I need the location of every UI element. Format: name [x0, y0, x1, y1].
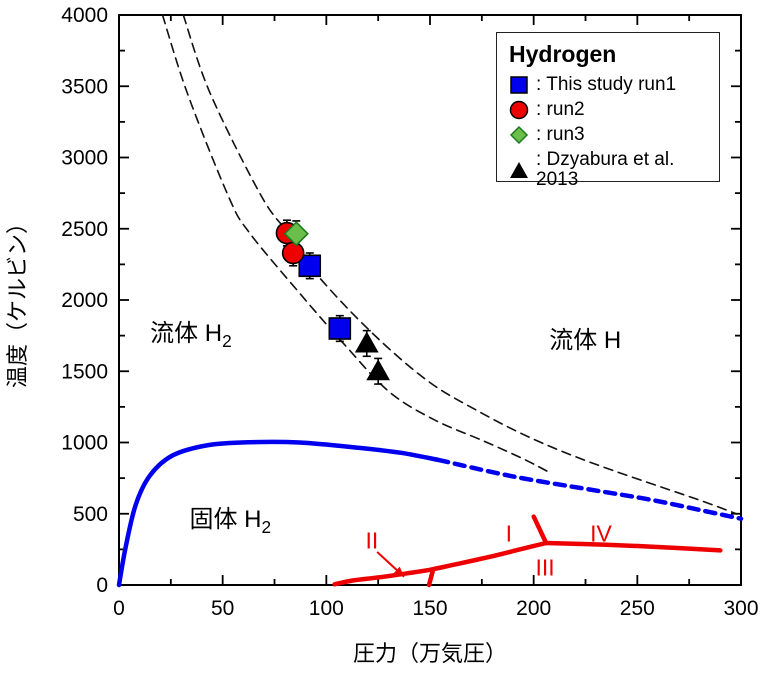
y-tick-label: 4000: [61, 4, 108, 27]
marker-triangle-dzyabura-2013: [366, 359, 391, 381]
x-axis-title: 圧力（万気圧）: [352, 641, 507, 666]
legend-item-run3: : run3: [509, 125, 707, 145]
label-phase-IV: IV: [590, 521, 612, 547]
y-tick-label: 2500: [61, 218, 108, 241]
label-phase-I: I: [506, 521, 512, 547]
curve-phase-I-II-boundary: [426, 567, 436, 588]
label-phase-III: III: [535, 555, 554, 581]
curve-dissociation-boundary-lower: [161, 14, 549, 473]
legend-item-dzyabura: : Dzyabura et al. 2013: [509, 150, 707, 190]
x-tick-label: 50: [211, 597, 234, 620]
x-tick-label: 100: [309, 597, 344, 620]
y-tick-label: 500: [73, 503, 108, 526]
marker-circle-run2: [281, 241, 305, 265]
curve-melting-line-solid: [116, 439, 441, 588]
x-tick-label: 0: [113, 597, 125, 620]
legend-label-dzyabura: : Dzyabura et al. 2013: [536, 149, 675, 190]
label-solid-h2: 固体 H2: [189, 506, 271, 537]
legend-title: Hydrogen: [509, 41, 617, 67]
legend-label-run3: : run3: [536, 124, 585, 145]
y-tick-label: 1000: [61, 432, 108, 455]
y-axis-title: 温度（ケルビン）: [5, 212, 30, 389]
marker-square-this-study-run1: [328, 317, 352, 340]
curve-phase-IV-boundary: [543, 540, 723, 553]
x-tick-label: 150: [412, 597, 447, 620]
label-phase-II: II: [366, 528, 379, 554]
x-tick-label: 300: [723, 597, 758, 620]
x-tick-label: 250: [620, 597, 655, 620]
y-tick-label: 0: [96, 574, 108, 597]
legend: Hydrogen : This study run1 : run2 : run3…: [496, 32, 720, 190]
marker-square-this-study-run1: [298, 254, 322, 278]
y-tick-label: 3000: [61, 147, 108, 170]
green-diamond-icon: [509, 125, 529, 145]
x-tick-label: 200: [516, 597, 551, 620]
phase-II-pointer-arrow-head: [393, 566, 405, 577]
curve-melting-line-extrapolated: [436, 457, 744, 521]
label-fluid-h: 流体 H: [549, 327, 621, 354]
curve-solid-phase-boundary-main: [332, 540, 549, 587]
red-circle-icon: [509, 100, 529, 120]
label-fluid-h2: 流体 H2: [150, 320, 232, 351]
y-tick-label: 1500: [61, 360, 108, 383]
curve-dissociation-boundary-upper: [182, 14, 738, 515]
curve-phase-I-IV-boundary: [531, 514, 549, 546]
legend-label-run2: : run2: [536, 99, 585, 120]
y-tick-label: 3500: [61, 75, 108, 98]
legend-item-run2: : run2: [509, 100, 707, 120]
black-triangle-icon: [509, 160, 529, 180]
legend-item-run1: : This study run1: [509, 75, 707, 95]
blue-square-icon: [509, 75, 529, 95]
y-tick-label: 2000: [61, 289, 108, 312]
marker-diamond-run3: [283, 221, 309, 247]
legend-label-run1: : This study run1: [536, 74, 677, 95]
marker-triangle-dzyabura-2013: [354, 331, 379, 353]
